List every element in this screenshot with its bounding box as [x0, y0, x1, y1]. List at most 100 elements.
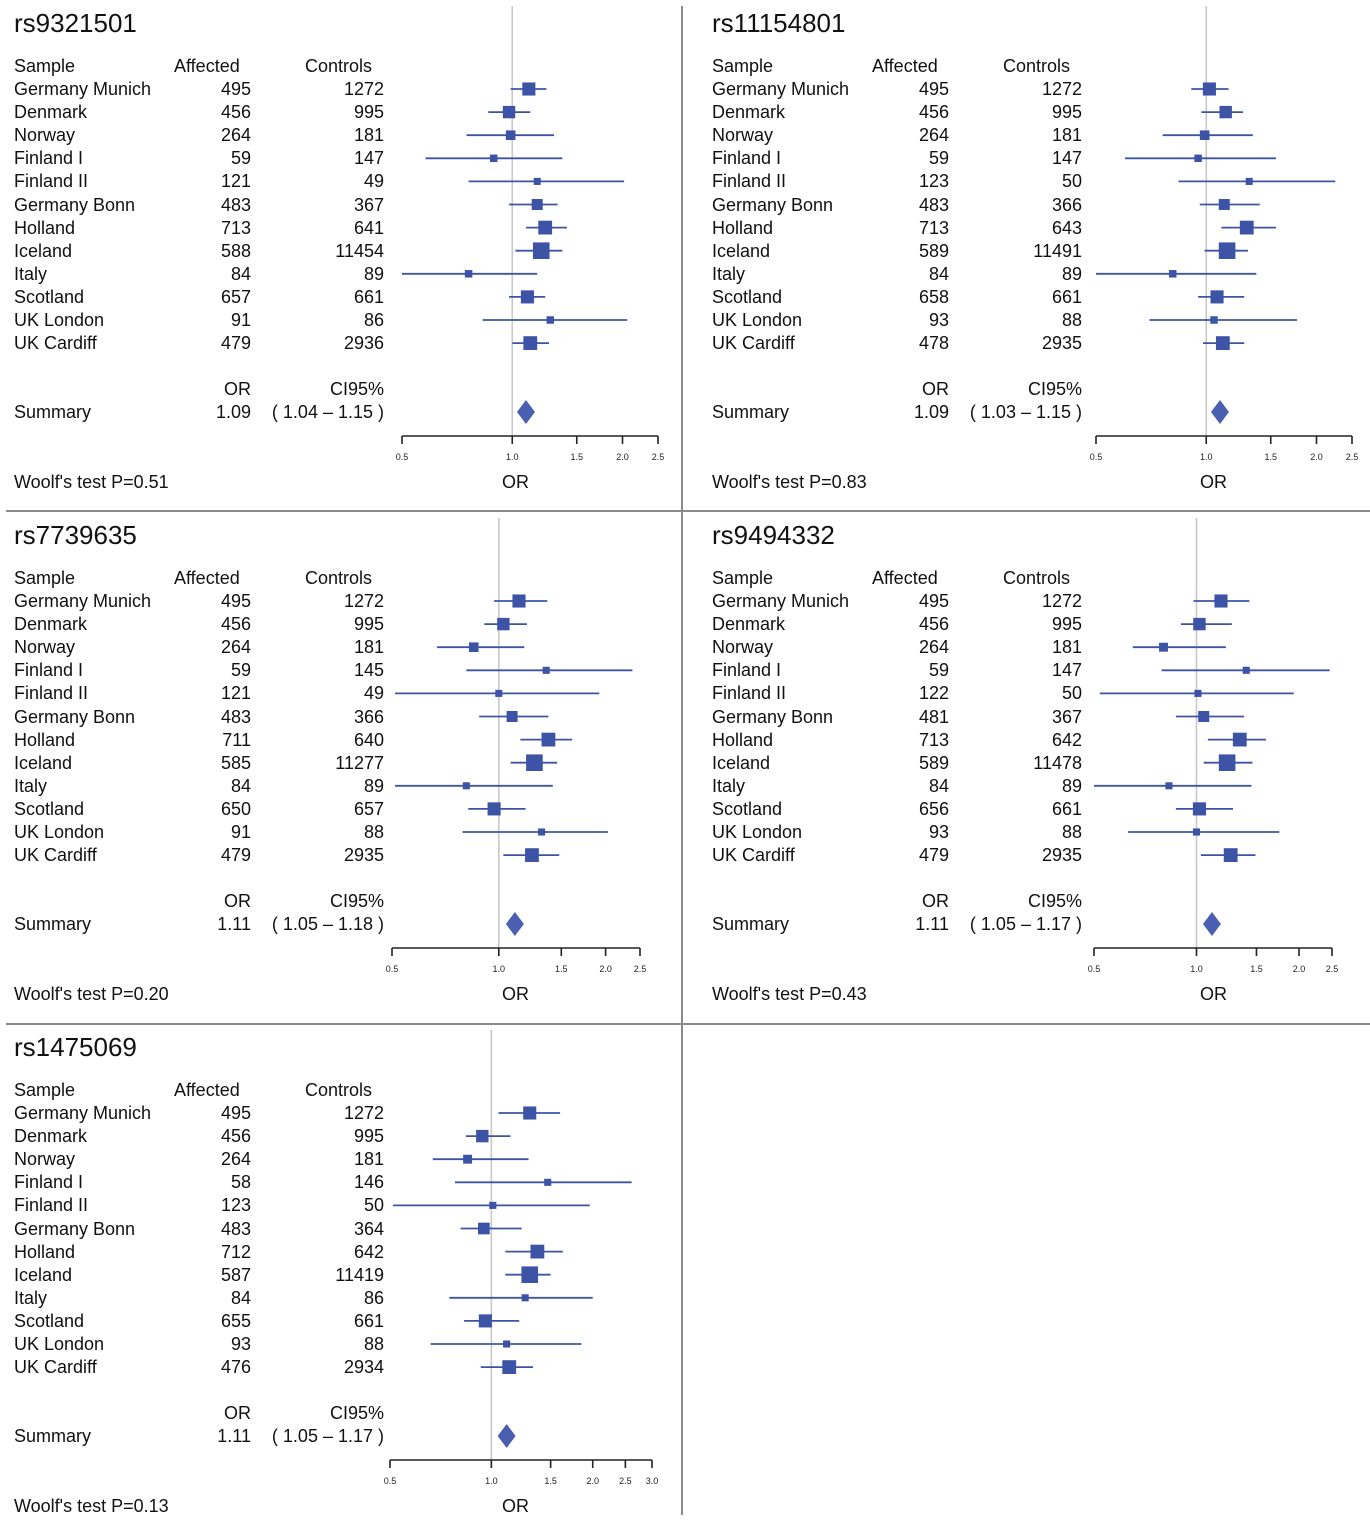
- affected-count: 589: [918, 240, 949, 261]
- column-header-controls: Controls: [305, 56, 373, 76]
- odds-ratio-marker: [538, 220, 553, 235]
- odds-ratio-marker: [505, 130, 516, 140]
- controls-count: 88: [1061, 822, 1082, 842]
- snp-title: rs9494332: [712, 520, 835, 550]
- affected-count: 587: [220, 1264, 251, 1285]
- sample-name: Germany Munich: [14, 79, 152, 99]
- summary-or-value: 1.11: [217, 914, 251, 934]
- odds-ratio-marker: [1232, 732, 1247, 747]
- odds-ratio-marker: [1192, 802, 1206, 816]
- controls-count: 181: [353, 1149, 384, 1170]
- x-tick-label: 0.5: [386, 964, 399, 974]
- affected-count: 585: [220, 752, 251, 773]
- controls-count: 86: [363, 1287, 384, 1308]
- summary-label: Summary: [14, 1426, 92, 1446]
- forest-plot-svg: 0.5 1.0 1.5 2.0 2.5: [396, 6, 664, 462]
- column-header-sample: Sample: [14, 568, 76, 588]
- odds-ratio-marker: [1218, 754, 1236, 771]
- forest-plot-svg: 0.5 1.0 1.5 2.0 2.5: [1088, 518, 1338, 974]
- vertical-divider: [681, 6, 683, 1515]
- column-header-affected: Affected: [174, 56, 240, 76]
- sample-name: UK London: [712, 310, 803, 330]
- odds-ratio-marker: [525, 848, 539, 862]
- odds-ratio-marker: [1245, 177, 1253, 185]
- controls-count: 995: [353, 614, 384, 635]
- snp-title: rs9321501: [14, 8, 137, 38]
- snp-title: rs1475069: [14, 1032, 137, 1062]
- odds-ratio-marker: [502, 105, 516, 119]
- summary-label: Summary: [14, 402, 92, 422]
- controls-count: 1272: [343, 591, 384, 611]
- odds-ratio-marker: [503, 1340, 511, 1348]
- odds-ratio-marker: [1242, 666, 1250, 674]
- summary-or-value: 1.11: [217, 1426, 251, 1446]
- x-tick-label: 2.0: [616, 452, 629, 462]
- affected-count: 59: [230, 148, 251, 169]
- sample-name: Denmark: [14, 614, 88, 635]
- controls-count: 642: [1051, 729, 1082, 750]
- column-header-controls: Controls: [1003, 568, 1071, 588]
- forest-panel-rs7739635: rs7739635 Sample Affected Controls 0.5 1.0 1.5…: [0, 512, 672, 1017]
- odds-ratio-marker: [523, 336, 538, 350]
- controls-count: 661: [1051, 286, 1082, 307]
- summary-ci-header: CI95%: [329, 379, 384, 399]
- summary-ci-header: CI95%: [1027, 891, 1082, 911]
- controls-count: 367: [1051, 706, 1082, 727]
- x-tick-label: 2.0: [586, 1476, 599, 1486]
- controls-count: 49: [363, 683, 384, 704]
- controls-count: 995: [353, 1126, 384, 1147]
- affected-count: 483: [220, 194, 251, 215]
- affected-count: 713: [220, 217, 251, 238]
- odds-ratio-marker: [546, 316, 555, 324]
- affected-count: 495: [918, 591, 949, 611]
- sample-name: Norway: [14, 637, 76, 658]
- controls-count: 641: [353, 217, 384, 238]
- sample-name: UK Cardiff: [712, 333, 795, 354]
- sample-name: Denmark: [712, 614, 786, 635]
- odds-ratio-marker: [478, 1222, 490, 1235]
- odds-ratio-marker: [530, 1244, 545, 1259]
- sample-name: UK London: [14, 822, 105, 842]
- column-header-affected: Affected: [872, 568, 938, 588]
- odds-ratio-marker: [476, 1129, 489, 1143]
- snp-title: rs7739635: [14, 520, 137, 550]
- sample-name: Italy: [14, 775, 48, 796]
- sample-name: Finland II: [14, 683, 89, 704]
- sample-name: Finland II: [712, 683, 787, 704]
- forest-panel-rs9321501: rs9321501 Sample Affected Controls 0.5 1.0 1.5…: [0, 0, 672, 505]
- column-header-sample: Sample: [712, 56, 774, 76]
- x-tick-label: 3.0: [646, 1476, 659, 1486]
- controls-count: 995: [1051, 102, 1082, 123]
- affected-count: 91: [230, 822, 251, 842]
- sample-name: Iceland: [14, 240, 73, 261]
- odds-ratio-marker: [533, 177, 541, 185]
- summary-ci-header: CI95%: [1027, 379, 1082, 399]
- odds-ratio-marker: [544, 1178, 552, 1186]
- controls-count: 2936: [343, 333, 384, 354]
- controls-count: 181: [1051, 125, 1082, 146]
- affected-count: 93: [230, 1334, 251, 1354]
- controls-count: 145: [353, 660, 384, 681]
- odds-ratio-marker: [523, 1106, 537, 1120]
- odds-ratio-marker: [463, 1154, 473, 1164]
- sample-name: UK London: [14, 1334, 105, 1354]
- sample-name: Germany Bonn: [14, 706, 136, 727]
- x-axis-label: OR: [1200, 472, 1227, 492]
- sample-name: UK London: [712, 822, 803, 842]
- sample-name: Italy: [712, 263, 746, 284]
- affected-count: 264: [918, 637, 949, 658]
- controls-count: 657: [353, 798, 384, 819]
- summary-ci-header: CI95%: [329, 1403, 384, 1423]
- x-tick-label: 2.0: [599, 964, 612, 974]
- controls-count: 640: [353, 729, 384, 750]
- sample-name: Germany Bonn: [712, 194, 834, 215]
- odds-ratio-marker: [542, 666, 550, 674]
- woolf-test-result: Woolf's test P=0.43: [712, 984, 867, 1004]
- odds-ratio-marker: [541, 732, 556, 747]
- controls-count: 11478: [1033, 752, 1082, 773]
- sample-name: Scotland: [712, 798, 783, 819]
- affected-count: 713: [918, 217, 949, 238]
- controls-count: 88: [1061, 310, 1082, 330]
- sample-name: Finland I: [712, 148, 782, 169]
- summary-diamond: [1202, 912, 1221, 936]
